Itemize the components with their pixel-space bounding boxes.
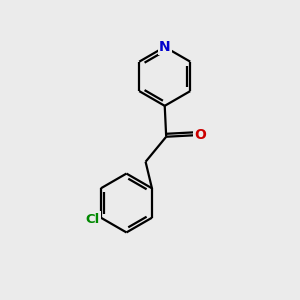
Text: Cl: Cl bbox=[85, 213, 99, 226]
Text: O: O bbox=[195, 128, 207, 142]
Text: N: N bbox=[159, 40, 170, 54]
